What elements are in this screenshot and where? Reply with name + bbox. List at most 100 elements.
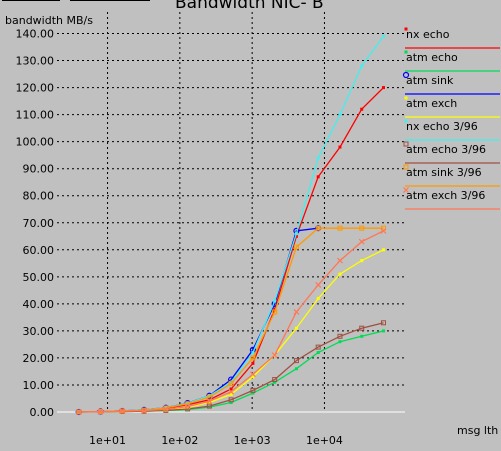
x-tick-label: 1e+01 [89,434,126,447]
legend: nx echo atm echo atm sink atm exch nx echo 3… [402,27,500,210]
data-point [207,398,211,402]
data-point [294,326,298,330]
data-point [360,64,364,68]
legend-label: atm exch 3/96 [406,189,485,202]
data-point [229,392,233,396]
data-point [273,380,277,384]
y-tick-label: 20.00 [23,352,55,365]
data-point [293,309,300,315]
data-point [338,272,342,276]
y-tick-label: 30.00 [23,325,55,338]
y-tick-label: 100.00 [16,136,55,149]
legend-entry: atm echo [404,50,500,72]
data-point [316,175,320,179]
data-point [162,406,169,413]
y-tick-label: 90.00 [23,163,55,176]
legend-label: nx echo [406,28,450,41]
data-point [381,329,385,333]
tick-labels: 0.00 10.00 20.00 30.00 40.00 50.00 60.00 70.00 8… [16,28,343,447]
data-point [119,408,126,415]
data-point [337,225,343,231]
series-layer [75,34,387,416]
data-point [251,361,255,365]
data-point [360,107,364,111]
chart-title: Bandwidth NIC- B [175,0,324,13]
legend-marker [402,71,410,79]
data-point [228,388,235,395]
data-point [315,282,322,288]
legend-marker [404,119,408,123]
data-point [316,296,320,300]
y-axis-label: bandwidth MB/s [5,14,93,27]
data-point [359,325,365,331]
data-point [207,394,211,398]
legend-label: atm echo [406,51,458,64]
data-point [273,307,277,311]
y-tick-label: 140.00 [16,28,55,41]
data-point [337,257,343,264]
legend-entry: atm sink [402,71,500,95]
data-point [271,352,278,359]
data-point [315,344,321,350]
legend-marker [404,50,408,54]
legend-entry: nx echo 3/96 [404,119,500,141]
data-point [207,405,211,409]
data-point [184,403,191,410]
y-tick-label: 110.00 [16,109,55,122]
legend-marker [403,141,409,147]
legend-marker [404,96,408,100]
legend-entry: nx echo [404,27,500,49]
data-point [272,377,278,383]
data-point [97,408,104,415]
data-point [206,398,213,405]
data-point [293,358,299,364]
data-point [207,401,211,405]
data-point [250,355,256,361]
legend-label: atm sink [406,74,454,87]
data-point [315,225,321,231]
y-tick-label: 40.00 [23,298,55,311]
data-point [360,334,364,338]
series-atm-exch-3-96 [75,227,387,415]
data-point [251,351,255,355]
data-point [229,387,233,391]
data-point [358,238,365,245]
data-point [294,232,298,236]
data-point [381,86,385,90]
data-point [229,380,233,384]
data-point [360,259,364,263]
data-point [228,397,234,403]
data-point [380,227,387,234]
data-point [229,401,233,405]
legend-entry: atm exch [404,96,500,118]
legend-label: atm sink 3/96 [406,166,482,179]
data-point [272,309,278,315]
y-tick-label: 70.00 [23,217,55,230]
y-tick-label: 50.00 [23,271,55,284]
data-point [251,391,255,395]
legend-entry: atm echo 3/96 [403,141,500,164]
data-point [294,234,298,238]
data-point [338,145,342,149]
legend-marker [404,27,408,31]
grid-lines [57,12,405,412]
y-tick-label: 10.00 [23,379,55,392]
x-axis-label: msg lth [457,424,498,437]
y-tick-label: 60.00 [23,244,55,257]
data-point [293,244,299,250]
x-tick-label: 1e+04 [306,434,343,447]
data-point [249,371,256,378]
data-point [75,409,82,415]
data-point [228,381,234,387]
legend-entry: atm sink 3/96 [403,164,500,187]
y-tick-label: 80.00 [23,190,55,203]
data-point [316,351,320,355]
data-point [294,367,298,371]
legend-label: atm echo 3/96 [406,143,486,156]
y-tick-label: 130.00 [16,55,55,68]
legend-label: nx echo 3/96 [406,120,478,133]
data-point [338,340,342,344]
y-tick-label: 0.00 [30,406,55,419]
